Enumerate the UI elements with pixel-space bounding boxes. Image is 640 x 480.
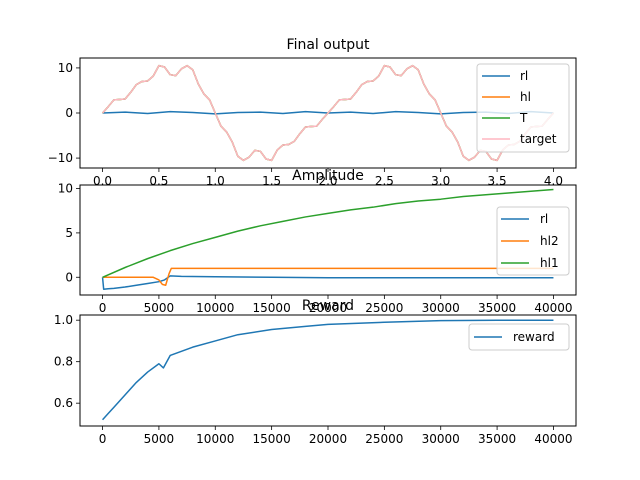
x-tick-label: 0 (99, 301, 107, 315)
x-tick-label: 20000 (309, 301, 347, 315)
legend-box (476, 63, 570, 153)
series-line-hl2 (102, 267, 554, 286)
x-tick-label: 25000 (365, 301, 403, 315)
x-tick-label: 1.5 (262, 174, 281, 188)
legend-label-t: T (519, 111, 528, 125)
y-tick-label: 0.6 (54, 396, 73, 410)
legend: reward (468, 323, 570, 351)
chart-title: Reward (302, 298, 354, 314)
x-tick-label: 5000 (144, 432, 175, 446)
legend-label-rl: rl (540, 212, 548, 226)
x-tick-label: 5000 (144, 301, 175, 315)
legend-box (496, 206, 570, 276)
x-tick-label: 30000 (422, 432, 460, 446)
legend: rl hl2 hl1 (496, 206, 570, 276)
x-tick-label: 15000 (253, 432, 291, 446)
x-tick-label: 40000 (534, 301, 572, 315)
x-tick-label: 3.5 (488, 174, 507, 188)
x-tick-label: 40000 (534, 432, 572, 446)
tick-layer: 0 5000 10000 15000 20000 25000 30000 35000 40000… (54, 313, 573, 446)
y-tick-label: 1.0 (54, 313, 73, 327)
y-tick-label: 10 (58, 182, 73, 196)
x-tick-label: 10000 (196, 432, 234, 446)
x-tick-label: 0 (99, 432, 107, 446)
y-tick-label: 0 (65, 106, 73, 120)
legend-label-reward: reward (513, 330, 555, 344)
x-tick-label: 30000 (422, 301, 460, 315)
x-tick-label: 0.5 (149, 174, 168, 188)
series-line-reward (101, 319, 554, 421)
y-tick-label: 0 (65, 270, 73, 284)
x-tick-label: 35000 (478, 301, 516, 315)
legend-label-rl: rl (520, 69, 528, 83)
legend-label-hl1: hl1 (540, 256, 559, 270)
panel-amplitude: Amplitude 0 5000 10000 15000 20000 25000 30000… (58, 168, 577, 315)
plot-area (101, 319, 554, 421)
series-line-hl1 (102, 188, 554, 278)
x-tick-label: 20000 (309, 432, 347, 446)
x-tick-label: 3.0 (431, 174, 450, 188)
legend-label-hl: hl (520, 90, 531, 104)
legend-box (468, 323, 570, 351)
x-tick-label: 0.0 (93, 174, 112, 188)
y-tick-label: −10 (48, 151, 73, 165)
x-tick-label: 10000 (196, 301, 234, 315)
x-tick-label: 15000 (253, 301, 291, 315)
tick-layer: 0 5000 10000 15000 20000 25000 30000 35000 40000… (58, 182, 573, 315)
x-tick-label: 35000 (478, 432, 516, 446)
plot-area (101, 188, 554, 290)
x-tick-label: 2.5 (375, 174, 394, 188)
legend-label-hl2: hl2 (540, 234, 559, 248)
x-tick-label: 1.0 (206, 174, 225, 188)
chart-title: Final output (287, 37, 370, 53)
y-tick-label: 10 (58, 61, 73, 75)
x-tick-label: 25000 (365, 432, 403, 446)
legend-label-target: target (520, 132, 557, 146)
panel-reward: Reward 0 5000 10000 15000 20000 25000 30000 350… (54, 298, 577, 446)
series-line-target (101, 64, 555, 162)
y-tick-label: 0.8 (54, 355, 73, 369)
x-tick-label: 4.0 (544, 174, 563, 188)
legend: rl hl T target (476, 63, 570, 153)
y-tick-label: 5 (65, 226, 73, 240)
chart-title: Amplitude (292, 168, 364, 184)
